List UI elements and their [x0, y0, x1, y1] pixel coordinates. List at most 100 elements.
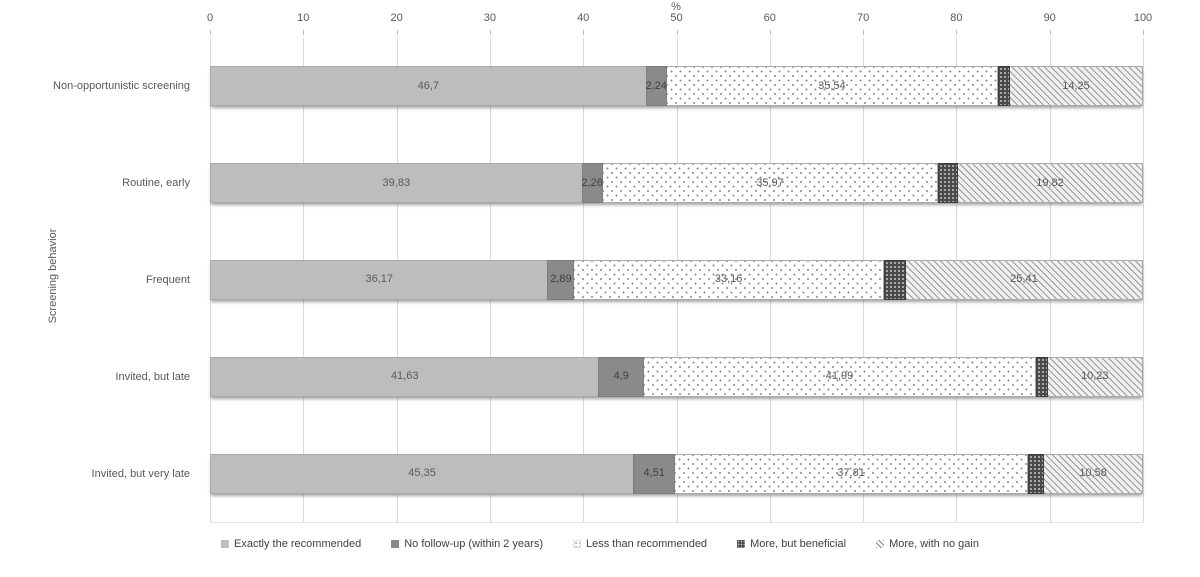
x-tick-label: 60 [763, 12, 776, 24]
bar-row: 39,83 2,26 35,97 19,82 [210, 135, 1143, 232]
legend-label: Exactly the recommended [234, 538, 362, 550]
bar-segment-more-with-no-gain: 14,25 [1010, 66, 1143, 107]
bar-segment-no-follow-up-within-2-years: 4,9 [598, 356, 645, 397]
segment-label: 4,9 [613, 370, 629, 383]
x-axis-tick-labels: 0 10 20 30 40 50 60 70 80 90 100 [206, 12, 1152, 26]
bar-segment-exactly-the-recommended: 46,7 [210, 66, 646, 107]
x-tick-mark [1143, 30, 1144, 35]
segment-label: 33,16 [714, 273, 743, 286]
stacked-bar: 36,17 2,89 33,16 25,41 [210, 259, 1143, 300]
segment-label: 41,99 [825, 370, 854, 383]
segment-label: 25,41 [1010, 273, 1038, 286]
segment-label: 46,7 [417, 79, 440, 92]
bar-segment-more-with-no-gain: 10,58 [1044, 453, 1143, 494]
bar-segment-no-follow-up-within-2-years: 2,24 [645, 66, 667, 107]
x-tick-mark [769, 30, 771, 35]
bar-segment-less-than-recommended: 35,97 [602, 163, 939, 204]
segment-label: 35,97 [756, 176, 784, 189]
segment-label: 36,17 [365, 273, 393, 286]
x-tick-mark [956, 30, 958, 35]
x-tick-mark [303, 30, 305, 35]
category-label: Routine, early [122, 177, 190, 190]
bar-segment-more-but-beneficial [938, 163, 959, 204]
bar-segment-more-but-beneficial [1027, 453, 1045, 494]
x-tick-label: 20 [390, 12, 403, 24]
legend-item: Less than recommended [572, 538, 708, 550]
segment-label: 39,83 [382, 176, 411, 189]
x-tick-label: 50 [670, 12, 683, 24]
bar-segment-more-with-no-gain: 25,41 [905, 259, 1143, 300]
x-tick-label: 70 [856, 12, 870, 24]
bar-segment-less-than-recommended: 41,99 [644, 356, 1036, 397]
legend-swatch [391, 540, 400, 548]
legend-item: More, but beneficial [737, 538, 846, 550]
x-axis-tick-marks [210, 30, 1144, 36]
legend-swatch [737, 540, 746, 548]
bar-segment-more-with-no-gain: 10,23 [1047, 356, 1143, 397]
legend-label: More, but beneficial [750, 538, 847, 550]
gridline [1143, 38, 1144, 522]
y-axis-category-labels: Non-opportunistic screening Routine, earl… [0, 38, 200, 522]
bar-row: 36,17 2,89 33,16 25,41 [210, 232, 1143, 329]
segment-label: 10,23 [1080, 370, 1109, 383]
x-tick-label: 10 [297, 12, 310, 24]
bar-segment-exactly-the-recommended: 39,83 [210, 163, 582, 204]
legend-item: No follow-up (within 2 years) [391, 538, 543, 550]
bar-row: 45,35 4,51 37,81 10,58 [210, 425, 1143, 522]
bar-segment-more-with-no-gain: 19,82 [958, 163, 1143, 204]
legend-label: More, with no gain [889, 538, 979, 550]
category-label: Frequent [145, 274, 190, 286]
bar-segment-more-but-beneficial [998, 66, 1011, 107]
x-tick-label: 0 [206, 12, 214, 24]
stacked-bar: 41,63 4,9 41,99 10,23 [210, 356, 1143, 397]
segment-label: 19,82 [1036, 176, 1064, 189]
bar-segment-exactly-the-recommended: 41,63 [210, 356, 599, 397]
segment-label: 37,81 [837, 467, 865, 480]
legend-swatch [876, 540, 885, 548]
segment-label: 41,63 [390, 370, 419, 383]
bar-segment-less-than-recommended: 33,16 [574, 259, 884, 300]
bar-row: 46,7 2,24 35,54 14,25 [210, 38, 1143, 135]
x-tick-mark [863, 30, 865, 35]
x-tick-mark [489, 30, 491, 35]
stacked-bar: 45,35 4,51 37,81 10,58 [210, 453, 1143, 494]
legend-swatch [572, 540, 581, 548]
bar-segment-exactly-the-recommended: 36,17 [210, 259, 548, 300]
legend-item: More, with no gain [876, 538, 979, 550]
stacked-bar: 39,83 2,26 35,97 19,82 [210, 163, 1143, 204]
bar-segment-no-follow-up-within-2-years: 2,89 [547, 259, 575, 300]
plot-area: 46,7 2,24 35,54 14,25 39,83 2,26 35,97 19,82 36,… [210, 38, 1144, 523]
x-tick-label: 40 [577, 12, 590, 24]
legend-item: Exactly the recommended [221, 538, 361, 550]
x-tick-mark [676, 30, 678, 35]
legend-swatch [221, 540, 230, 548]
x-tick-label: 80 [950, 12, 963, 24]
segment-label: 45,35 [408, 467, 436, 480]
stacked-bar: 46,7 2,24 35,54 14,25 [210, 66, 1143, 107]
x-tick-label: 30 [483, 12, 497, 24]
bar-segment-less-than-recommended: 37,81 [675, 453, 1028, 494]
x-tick-mark [210, 30, 211, 35]
x-tick-mark [583, 30, 585, 35]
bar-segment-more-but-beneficial [1035, 356, 1048, 397]
legend: Exactly the recommended No follow-up (wit… [0, 538, 1200, 550]
category-label: Non-opportunistic screening [53, 80, 190, 93]
segment-label: 4,51 [643, 467, 665, 480]
segment-label: 2,24 [645, 79, 667, 92]
x-axis-title: % [671, 1, 681, 13]
bar-segment-no-follow-up-within-2-years: 4,51 [633, 453, 676, 494]
segment-label: 10,58 [1079, 467, 1107, 480]
category-label: Invited, but late [115, 370, 190, 383]
x-tick-label: 90 [1043, 12, 1056, 24]
legend-label: Less than recommended [585, 538, 708, 550]
x-tick-mark [396, 30, 398, 35]
bar-segment-less-than-recommended: 35,54 [666, 66, 999, 107]
legend-label: No follow-up (within 2 years) [404, 538, 543, 550]
bar-segment-more-but-beneficial [883, 259, 906, 300]
bar-segment-no-follow-up-within-2-years: 2,26 [581, 163, 603, 204]
segment-label: 14,25 [1062, 79, 1090, 92]
bar-row: 41,63 4,9 41,99 10,23 [210, 328, 1143, 425]
x-tick-mark [1049, 30, 1051, 35]
segment-label: 35,54 [818, 79, 846, 92]
